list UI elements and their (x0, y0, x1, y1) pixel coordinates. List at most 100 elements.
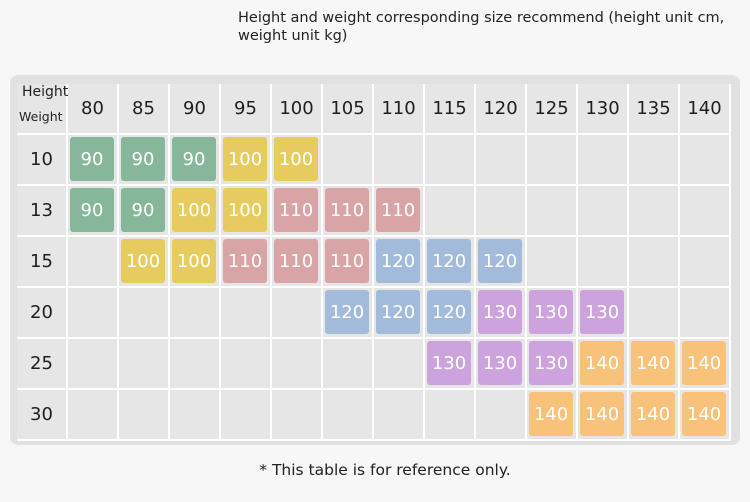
table-cell (425, 186, 476, 237)
reference-note: * This table is for reference only. (259, 461, 511, 479)
size-badge: 90 (70, 137, 114, 181)
weight-header-cell: 30 (17, 390, 68, 441)
size-badge: 120 (478, 239, 522, 283)
height-header-cell: 120 (476, 84, 527, 135)
chart-title: Height and weight corresponding size rec… (238, 10, 725, 44)
table-cell: 120 (374, 237, 425, 288)
weight-header-cell: 13 (17, 186, 68, 237)
weight-header-cell: 10 (17, 135, 68, 186)
size-badge: 140 (631, 392, 675, 436)
size-badge: 90 (70, 188, 114, 232)
size-badge: 130 (478, 290, 522, 334)
height-header-cell: 100 (272, 84, 323, 135)
table-cell: 130 (527, 339, 578, 390)
weight-header-label: 30 (30, 404, 53, 425)
table-cell (680, 288, 731, 339)
table-cell (272, 339, 323, 390)
weight-header-cell: 15 (17, 237, 68, 288)
size-badge: 130 (427, 341, 471, 385)
table-cell: 120 (374, 288, 425, 339)
table-cell (374, 135, 425, 186)
size-badge: 100 (172, 239, 216, 283)
table-cell (629, 237, 680, 288)
corner-weight-label: Weight (19, 109, 63, 124)
size-badge: 130 (529, 341, 573, 385)
height-header-cell: 110 (374, 84, 425, 135)
table-cell: 120 (425, 288, 476, 339)
size-badge: 130 (580, 290, 624, 334)
table-cell: 140 (578, 390, 629, 441)
weight-header-cell: 25 (17, 339, 68, 390)
size-badge: 140 (529, 392, 573, 436)
table-cell: 130 (578, 288, 629, 339)
size-badge: 90 (121, 137, 165, 181)
table-cell: 110 (323, 237, 374, 288)
table-cell: 120 (323, 288, 374, 339)
size-badge: 140 (682, 392, 726, 436)
size-badge: 100 (223, 188, 267, 232)
size-badge: 140 (580, 392, 624, 436)
table-cell (170, 339, 221, 390)
table-cell (680, 135, 731, 186)
table-cell (374, 339, 425, 390)
size-badge: 120 (427, 239, 471, 283)
weight-header-label: 20 (30, 302, 53, 323)
height-header-label: 140 (687, 98, 722, 119)
size-badge: 110 (325, 188, 369, 232)
table-cell: 120 (425, 237, 476, 288)
table-cell (221, 339, 272, 390)
table-cell: 120 (476, 237, 527, 288)
height-header-label: 110 (381, 98, 416, 119)
table-cell: 90 (170, 135, 221, 186)
table-cell: 100 (221, 135, 272, 186)
height-header-label: 100 (279, 98, 314, 119)
table-cell: 110 (323, 186, 374, 237)
table-cell: 100 (221, 186, 272, 237)
height-header-cell: 95 (221, 84, 272, 135)
height-header-label: 85 (132, 98, 155, 119)
size-badge: 140 (682, 341, 726, 385)
weight-header-cell: 20 (17, 288, 68, 339)
height-header-label: 80 (81, 98, 104, 119)
table-cell: 90 (68, 135, 119, 186)
table-cell (578, 237, 629, 288)
height-header-cell: 105 (323, 84, 374, 135)
height-header-label: 125 (534, 98, 569, 119)
table-cell (323, 339, 374, 390)
weight-header-label: 25 (30, 353, 53, 374)
table-cell: 100 (119, 237, 170, 288)
height-header-cell: 135 (629, 84, 680, 135)
table-cell (629, 186, 680, 237)
table-cell (680, 237, 731, 288)
weight-header-label: 15 (30, 251, 53, 272)
size-badge: 120 (427, 290, 471, 334)
table-cell: 140 (680, 390, 731, 441)
height-header-label: 115 (432, 98, 467, 119)
table-cell: 130 (527, 288, 578, 339)
weight-header-label: 10 (30, 149, 53, 170)
height-header-label: 120 (483, 98, 518, 119)
height-header-cell: 140 (680, 84, 731, 135)
corner-height-label: Height (22, 84, 69, 100)
table-cell: 140 (527, 390, 578, 441)
height-header-label: 95 (234, 98, 257, 119)
table-cell (68, 339, 119, 390)
table-cell (272, 288, 323, 339)
corner-header: Height Weight (17, 84, 68, 135)
height-header-label: 105 (330, 98, 365, 119)
table-cell: 130 (476, 288, 527, 339)
table-cell (68, 237, 119, 288)
size-badge: 140 (580, 341, 624, 385)
table-cell (170, 390, 221, 441)
height-header-cell: 90 (170, 84, 221, 135)
table-cell: 100 (170, 186, 221, 237)
size-badge: 90 (121, 188, 165, 232)
height-header-cell: 85 (119, 84, 170, 135)
size-table: Height Weight 80 85 90 95 100 105 110 115 120 125 13… (17, 84, 731, 441)
table-cell (119, 339, 170, 390)
size-badge: 100 (172, 188, 216, 232)
table-cell: 90 (68, 186, 119, 237)
table-cell (527, 186, 578, 237)
table-cell (374, 390, 425, 441)
table-cell (119, 288, 170, 339)
